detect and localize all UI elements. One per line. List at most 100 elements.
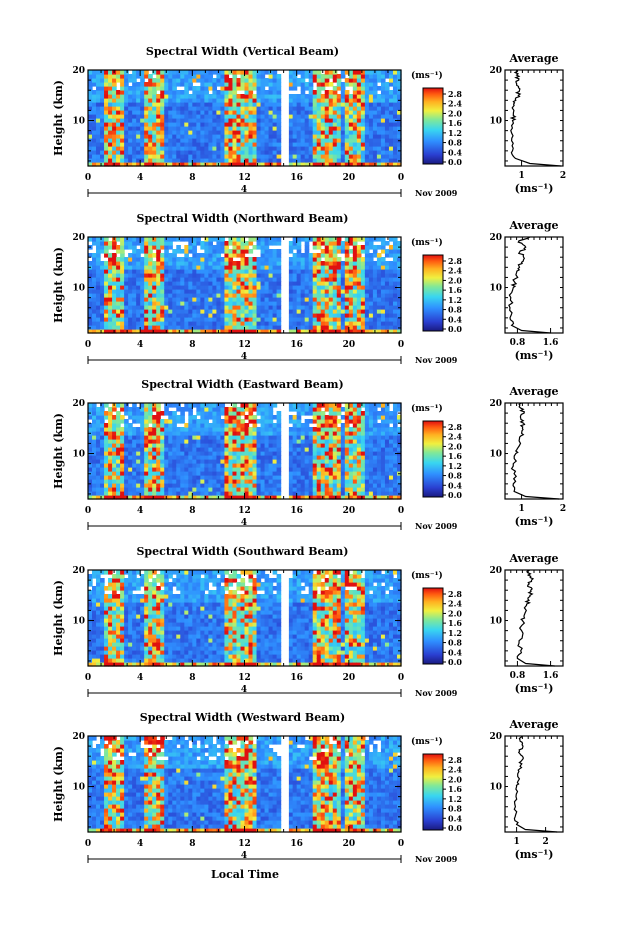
heatmap-cell bbox=[264, 134, 270, 139]
heatmap-cell bbox=[112, 106, 117, 111]
heatmap-cell bbox=[168, 162, 173, 167]
heatmap-cell bbox=[104, 325, 109, 330]
heatmap-cell bbox=[168, 309, 173, 314]
heatmap-cell bbox=[316, 237, 322, 242]
heatmap-cell bbox=[252, 70, 258, 75]
x-tick-label: 16 bbox=[290, 173, 303, 183]
heatmap-cell bbox=[132, 269, 137, 274]
heatmap-cell bbox=[380, 94, 386, 99]
heatmap-cell bbox=[208, 158, 213, 163]
heatmap-cell bbox=[220, 70, 226, 75]
heatmap-cell bbox=[360, 301, 366, 306]
colorbar-tick-label: 2.8 bbox=[448, 256, 462, 266]
heatmap-cell bbox=[204, 479, 209, 484]
heatmap-cell bbox=[116, 273, 121, 278]
heatmap-cell bbox=[256, 459, 262, 464]
heatmap-cell bbox=[120, 293, 125, 298]
heatmap-cell bbox=[268, 281, 274, 286]
heatmap-cell bbox=[268, 297, 274, 302]
heatmap-cell bbox=[264, 265, 270, 270]
heatmap-cell bbox=[360, 122, 366, 127]
heatmap-cell bbox=[328, 249, 334, 254]
heatmap-cell bbox=[360, 249, 366, 254]
heatmap-cell bbox=[168, 305, 173, 310]
heatmap-cell bbox=[212, 407, 218, 412]
colorbar-tick-label: 2.0 bbox=[448, 108, 462, 118]
heatmap-cell bbox=[304, 118, 310, 123]
heatmap-cell bbox=[232, 431, 238, 436]
heatmap-cell bbox=[124, 455, 129, 460]
heatmap-cell bbox=[108, 435, 113, 440]
heatmap-cell bbox=[208, 483, 213, 488]
heatmap-cell bbox=[184, 281, 189, 286]
heatmap-cell bbox=[304, 154, 310, 159]
heatmap-cell bbox=[196, 467, 201, 472]
heatmap-cell bbox=[344, 269, 350, 274]
heatmap-cell bbox=[124, 479, 129, 484]
heatmap-cell bbox=[296, 463, 302, 468]
heatmap-cell bbox=[296, 114, 302, 119]
heatmap-cell bbox=[140, 158, 145, 163]
heatmap-cell bbox=[188, 455, 193, 460]
heatmap-cell bbox=[316, 329, 322, 334]
heatmap-cell bbox=[100, 495, 105, 500]
heatmap-cell bbox=[88, 439, 93, 444]
heatmap-cell bbox=[132, 415, 137, 420]
heatmap-cell bbox=[176, 257, 181, 262]
heatmap-cell bbox=[228, 146, 234, 151]
heatmap-cell bbox=[392, 237, 398, 242]
heatmap-cell bbox=[372, 134, 378, 139]
heatmap-cell bbox=[348, 313, 354, 318]
heatmap-cell bbox=[188, 329, 193, 334]
heatmap-cell bbox=[240, 475, 246, 480]
heatmap-cell bbox=[248, 325, 254, 330]
heatmap-cell bbox=[212, 78, 218, 83]
heatmap-cell bbox=[260, 443, 266, 448]
heatmap-cell bbox=[112, 285, 117, 290]
heatmap-cell bbox=[388, 329, 394, 334]
heatmap-cell bbox=[128, 257, 133, 262]
day-marker: 4 bbox=[241, 352, 247, 362]
heatmap-cell bbox=[104, 297, 109, 302]
heatmap-cell bbox=[368, 122, 374, 127]
heatmap-cell bbox=[100, 82, 105, 87]
heatmap-cell bbox=[256, 475, 262, 480]
heatmap-cell bbox=[92, 130, 97, 135]
heatmap-cell bbox=[112, 142, 117, 147]
heatmap-cell bbox=[180, 495, 185, 500]
heatmap-cell bbox=[180, 447, 185, 452]
heatmap-cell bbox=[220, 411, 226, 416]
heatmap-cell bbox=[172, 483, 177, 488]
heatmap-cell bbox=[212, 130, 218, 135]
heatmap-cell bbox=[220, 475, 226, 480]
heatmap-cell bbox=[376, 273, 382, 278]
heatmap-cell bbox=[160, 297, 165, 302]
heatmap-cell bbox=[172, 78, 177, 83]
heatmap-cell bbox=[192, 261, 197, 266]
heatmap-cell bbox=[148, 285, 153, 290]
heatmap-cell bbox=[124, 74, 129, 79]
heatmap-cell bbox=[320, 313, 326, 318]
heatmap-cell bbox=[172, 102, 177, 107]
heatmap-cell bbox=[136, 475, 141, 480]
heatmap-cell bbox=[392, 329, 398, 334]
heatmap-cell bbox=[252, 82, 258, 87]
heatmap-cell bbox=[308, 269, 314, 274]
heatmap-cell bbox=[396, 317, 402, 322]
heatmap-cell bbox=[216, 150, 222, 155]
heatmap-cell bbox=[204, 301, 209, 306]
heatmap-cell bbox=[120, 245, 125, 250]
heatmap-cell bbox=[220, 90, 226, 95]
heatmap-cell bbox=[228, 253, 234, 258]
heatmap-cell bbox=[180, 74, 185, 79]
heatmap-cell bbox=[352, 102, 358, 107]
heatmap-cell bbox=[116, 277, 121, 282]
heatmap-cell bbox=[92, 427, 97, 432]
heatmap-cell bbox=[268, 443, 274, 448]
heatmap-cell bbox=[236, 415, 242, 420]
heatmap-cell bbox=[388, 158, 394, 163]
heatmap-cell bbox=[132, 435, 137, 440]
heatmap-cell bbox=[152, 419, 157, 424]
heatmap-cell bbox=[316, 162, 322, 167]
heatmap-cell bbox=[256, 419, 262, 424]
